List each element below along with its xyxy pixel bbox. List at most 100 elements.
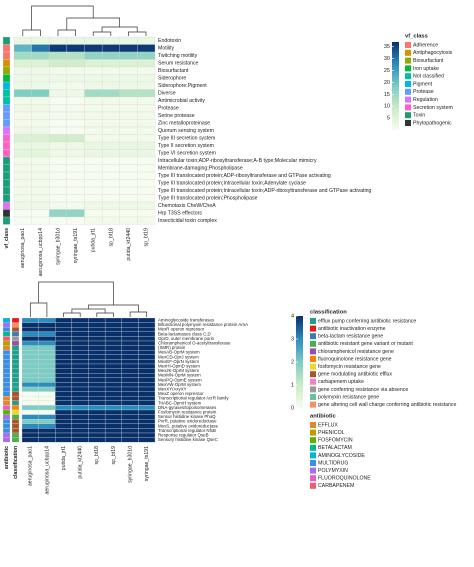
heatmap-cell	[137, 96, 156, 105]
colorbar	[296, 316, 303, 408]
heatmap-cell	[66, 66, 85, 75]
colorbar-tick-label: 2	[291, 359, 294, 365]
heatmap-cell	[104, 363, 122, 369]
heatmap-cell	[31, 141, 50, 150]
annotation-cell	[2, 51, 11, 60]
heatmap-cell	[104, 354, 122, 360]
row-label: MexR operon repressor	[158, 327, 205, 332]
annotation-cell	[2, 149, 11, 158]
heatmap-cell	[84, 74, 103, 83]
row-label: MexPQ-OpmE system	[158, 377, 202, 382]
row-label: Type II secretion system	[158, 143, 214, 149]
heatmap-cell	[119, 126, 138, 135]
heatmap-cell	[13, 51, 32, 60]
heatmap-cell	[88, 428, 106, 434]
annotation-cell	[2, 419, 11, 424]
heatmap-cell	[137, 194, 156, 203]
annotation-cell	[11, 419, 20, 424]
heatmap-cell	[13, 156, 32, 165]
heatmap-cell	[21, 386, 39, 392]
annotation-cell	[2, 437, 11, 443]
heatmap-cell	[31, 134, 50, 143]
heatmap-cell	[55, 331, 73, 337]
heatmap-cell	[88, 414, 106, 420]
heatmap-cell	[138, 368, 156, 374]
heatmap-cell	[13, 74, 32, 83]
heatmap-cell	[21, 368, 39, 374]
annotation-cell	[2, 134, 11, 143]
heatmap-cell	[55, 432, 73, 438]
heatmap-cell	[55, 396, 73, 401]
row-label: Insecticidal toxin complex	[158, 218, 217, 224]
legend-title: vf_class	[405, 34, 428, 40]
heatmap-cell	[71, 386, 89, 392]
legend-label: gene modulating antibiotic efflux	[318, 372, 392, 378]
column-label: sp_bt18	[108, 228, 114, 247]
heatmap-cell	[84, 89, 103, 98]
legend-label: BETALACTAM	[318, 445, 352, 451]
legend-label: Toxin	[413, 113, 425, 119]
heatmap-cell	[137, 119, 156, 128]
colorbar-tick-label: 25	[384, 68, 390, 74]
heatmap-cell	[121, 382, 139, 388]
heatmap-cell	[71, 409, 89, 415]
heatmap-cell	[104, 423, 122, 429]
heatmap-cell	[13, 201, 32, 210]
heatmap-cell	[84, 156, 103, 165]
colorbar-tick-label: 3	[291, 336, 294, 342]
heatmap-cell	[138, 386, 156, 392]
heatmap-cell	[101, 44, 120, 53]
heatmap-cell	[13, 164, 32, 173]
annotation-cell	[11, 377, 20, 383]
heatmap-cell	[121, 432, 139, 438]
heatmap-cell	[13, 44, 32, 53]
heatmap-cell	[66, 201, 85, 210]
heatmap-cell	[137, 44, 156, 53]
row-label: MexHI-OpmD system	[158, 363, 200, 368]
heatmap-cell	[84, 194, 103, 203]
heatmap-cell	[38, 382, 56, 388]
heatmap-cell	[138, 331, 156, 337]
heatmap-cell	[101, 194, 120, 203]
annotation-cell	[11, 345, 20, 351]
column-label: syringae_ts191	[73, 228, 79, 263]
legend-swatch	[310, 452, 316, 459]
heatmap-cell	[84, 186, 103, 195]
heatmap-cell	[71, 428, 89, 434]
heatmap-cell	[38, 331, 56, 337]
heatmap-cell	[71, 377, 89, 383]
annotation-cell	[11, 322, 20, 328]
heatmap-cell	[55, 382, 73, 388]
heatmap-cell	[38, 350, 56, 355]
annotation-label: antibiotic	[4, 446, 10, 469]
annotation-cell	[11, 391, 20, 397]
annotation-cell	[11, 386, 20, 392]
row-label: OprD, outer membrane porin	[158, 336, 215, 341]
row-label: (SMR) protein	[158, 345, 186, 350]
heatmap-cell	[88, 423, 106, 429]
heatmap-cell	[38, 377, 56, 383]
heatmap-cell	[21, 363, 39, 369]
heatmap-cell	[88, 363, 106, 369]
heatmap-cell	[21, 437, 39, 443]
heatmap-cell	[84, 104, 103, 113]
legend-label: efflux pump conferring antibiotic resist…	[318, 318, 416, 324]
heatmap-cell	[138, 340, 156, 346]
legend-label: fluoroquinolone resistance gene	[318, 356, 392, 362]
heatmap-cell	[13, 111, 32, 120]
heatmap-cell	[55, 405, 73, 411]
annotation-cell	[2, 363, 11, 369]
heatmap-cell	[71, 350, 89, 355]
annotation-cell	[2, 104, 11, 113]
heatmap-cell	[104, 327, 122, 332]
heatmap-cell	[21, 350, 39, 355]
row-label: PvrR, putative oxidoreductase	[158, 419, 217, 424]
heatmap-cell	[121, 336, 139, 342]
row-label: MexAB-OprM system	[158, 350, 200, 355]
legend-label: beta-lactam resistance gene	[318, 334, 383, 340]
heatmap-cell	[88, 437, 106, 443]
annotation-cell	[2, 432, 11, 438]
heatmap-cell	[55, 373, 73, 378]
column-label: putida_kt2440	[126, 228, 132, 261]
heatmap-cell	[49, 44, 68, 53]
